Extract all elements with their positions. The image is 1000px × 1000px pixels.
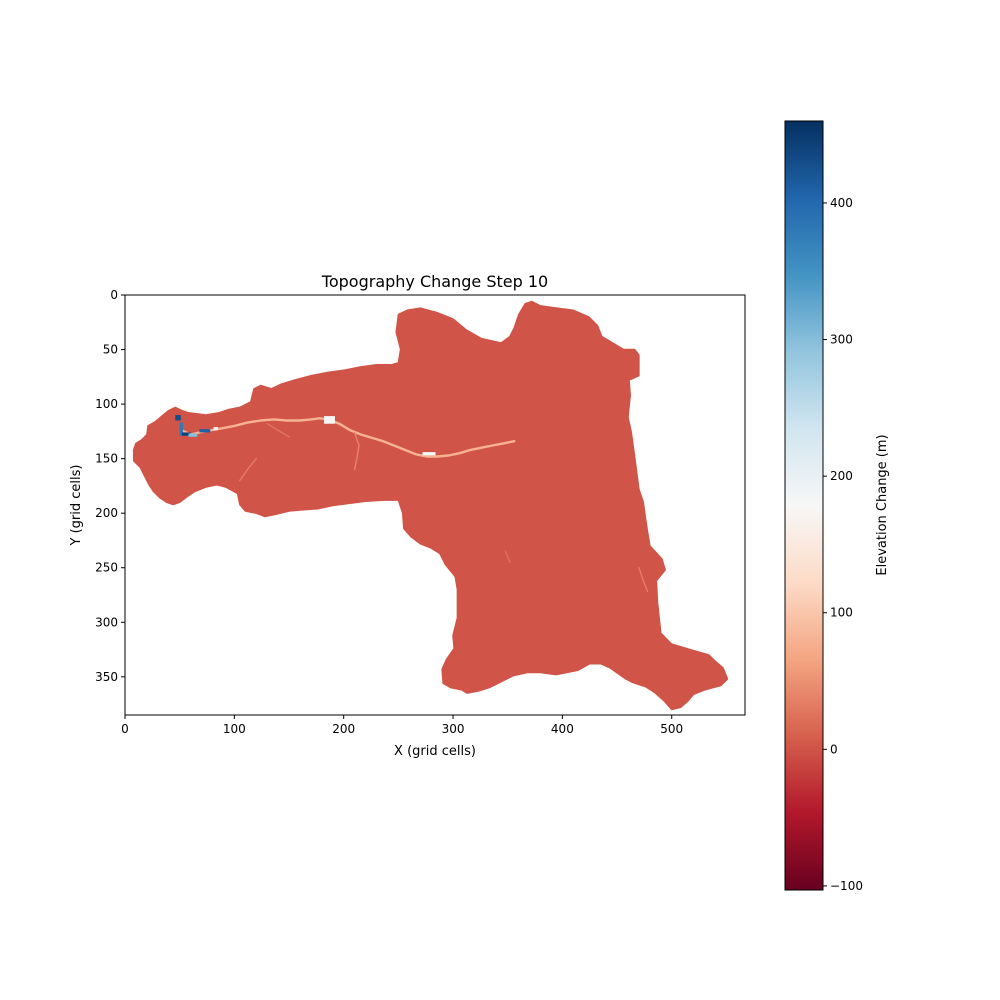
x-axis-label: X (grid cells): [394, 744, 476, 759]
channel-line: [353, 431, 360, 471]
elevation-hotspot: [179, 422, 183, 436]
colorbar-ticks: −100 0 100 200 300 400: [823, 196, 863, 893]
watershed-area: [132, 300, 729, 711]
colorbar-tick-label: 400: [830, 196, 853, 210]
y-tick-label: 150: [95, 452, 118, 466]
colorbar: [784, 120, 824, 891]
x-tick-label: 300: [442, 722, 465, 736]
y-tick-label: 0: [110, 288, 118, 302]
channel-line: [638, 567, 649, 593]
y-axis-ticks: 0 50 100 150 200 250 300 350: [95, 288, 125, 684]
x-tick-label: 400: [551, 722, 574, 736]
y-tick-label: 300: [95, 615, 118, 629]
elevation-hotspot: [188, 433, 198, 437]
elevation-hotspot: [175, 415, 181, 421]
elevation-change-map: [132, 300, 729, 711]
plot-frame: [124, 294, 746, 716]
channel-line: [239, 457, 257, 482]
colorbar-label: Elevation Change (m): [875, 434, 890, 575]
colorbar-tick-label: −100: [830, 879, 863, 893]
y-tick-label: 50: [103, 343, 118, 357]
channel-line: [504, 550, 511, 563]
elevation-hotspot: [324, 416, 335, 424]
elevation-hotspot: [422, 452, 436, 456]
elevation-hotspot: [199, 429, 211, 433]
y-tick-label: 250: [95, 561, 118, 575]
channel-line: [180, 417, 516, 458]
x-tick-label: 200: [332, 722, 355, 736]
x-axis-ticks: 0 100 200 300 400 500: [121, 715, 683, 736]
colorbar-tick-label: 300: [830, 333, 853, 347]
x-tick-label: 100: [223, 722, 246, 736]
colorbar-tick-label: 100: [830, 606, 853, 620]
x-tick-label: 500: [660, 722, 683, 736]
y-axis-label: Y (grid cells): [69, 465, 84, 547]
y-tick-label: 200: [95, 506, 118, 520]
chart-title: Topography Change Step 10: [321, 272, 548, 291]
colorbar-tick-label: 200: [830, 469, 853, 483]
colorbar-tick-label: 0: [830, 742, 838, 756]
channel-line: [266, 423, 290, 438]
y-tick-label: 100: [95, 397, 118, 411]
elevation-hotspot: [181, 432, 191, 436]
y-tick-label: 350: [95, 670, 118, 684]
x-tick-label: 0: [121, 722, 129, 736]
elevation-hotspot: [213, 427, 218, 431]
